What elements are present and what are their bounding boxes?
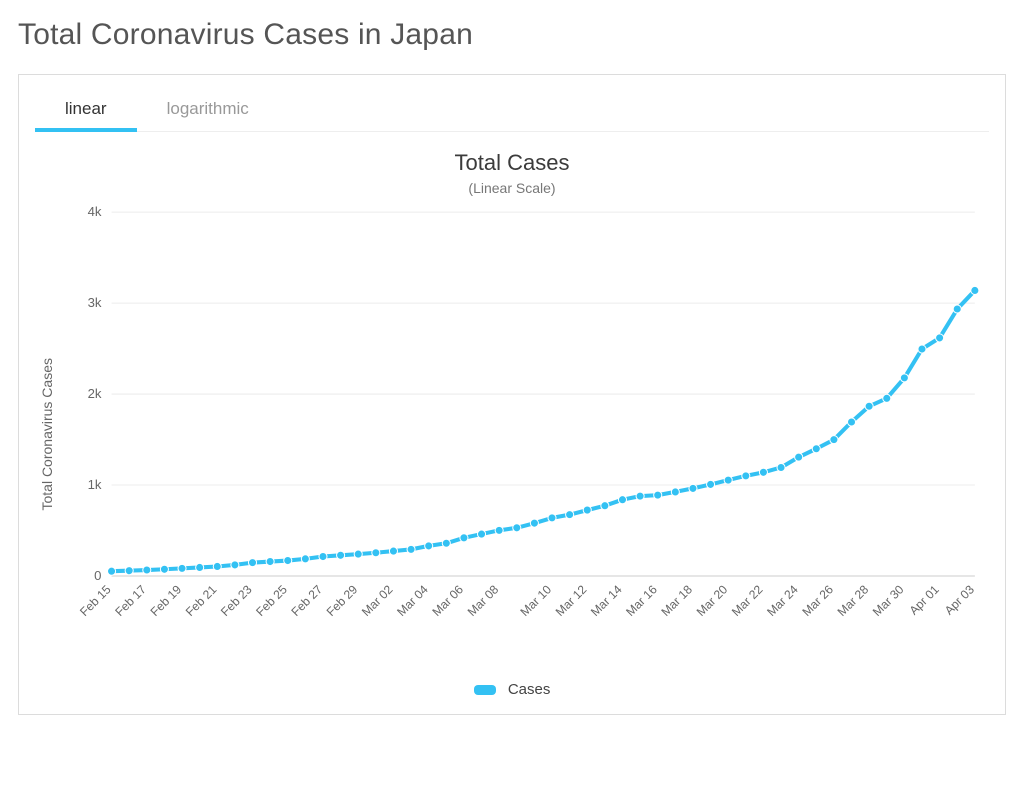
svg-text:Mar 30: Mar 30 — [870, 582, 907, 619]
svg-text:0: 0 — [94, 568, 101, 583]
svg-text:Mar 10: Mar 10 — [518, 582, 555, 619]
chart-area: Total Coronavirus Cases 01k2k3k4kFeb 15F… — [35, 202, 989, 667]
tab-linear[interactable]: linear — [35, 85, 137, 131]
chart-title: Total Cases — [35, 150, 989, 176]
svg-text:Feb 19: Feb 19 — [148, 582, 185, 619]
page-title: Total Coronavirus Cases in Japan — [18, 18, 1006, 52]
svg-text:Mar 26: Mar 26 — [799, 582, 836, 619]
svg-text:Feb 29: Feb 29 — [324, 582, 361, 619]
svg-text:Feb 27: Feb 27 — [289, 582, 326, 619]
svg-text:Mar 14: Mar 14 — [588, 582, 625, 619]
svg-text:Feb 23: Feb 23 — [218, 582, 255, 619]
svg-text:Apr 03: Apr 03 — [942, 582, 977, 617]
svg-text:Feb 15: Feb 15 — [77, 582, 114, 619]
legend: Cases — [35, 667, 989, 698]
tab-logarithmic[interactable]: logarithmic — [137, 85, 279, 131]
svg-text:Mar 12: Mar 12 — [553, 582, 590, 619]
line-chart[interactable]: 01k2k3k4kFeb 15Feb 17Feb 19Feb 21Feb 23F… — [59, 202, 989, 667]
legend-label: Cases — [508, 681, 551, 698]
svg-text:Mar 02: Mar 02 — [359, 582, 396, 619]
svg-text:Mar 04: Mar 04 — [394, 582, 431, 619]
svg-text:Mar 20: Mar 20 — [694, 582, 731, 619]
y-axis-title: Total Coronavirus Cases — [35, 358, 59, 511]
tab-linear-label: linear — [65, 99, 107, 118]
svg-text:Mar 08: Mar 08 — [465, 582, 502, 619]
svg-text:2k: 2k — [88, 386, 102, 401]
svg-text:Mar 18: Mar 18 — [658, 582, 695, 619]
plot-wrap: 01k2k3k4kFeb 15Feb 17Feb 19Feb 21Feb 23F… — [59, 202, 989, 667]
svg-text:Mar 06: Mar 06 — [429, 582, 466, 619]
svg-text:Mar 28: Mar 28 — [835, 582, 872, 619]
chart-card: linear logarithmic Total Cases (Linear S… — [18, 74, 1006, 715]
svg-text:3k: 3k — [88, 295, 102, 310]
svg-text:1k: 1k — [88, 477, 102, 492]
scale-tabs: linear logarithmic — [35, 85, 989, 132]
svg-text:Mar 16: Mar 16 — [623, 582, 660, 619]
svg-text:Feb 21: Feb 21 — [183, 582, 220, 619]
tab-logarithmic-label: logarithmic — [167, 99, 249, 118]
svg-text:Feb 25: Feb 25 — [253, 582, 290, 619]
svg-text:Apr 01: Apr 01 — [907, 582, 942, 617]
svg-text:Mar 24: Mar 24 — [764, 582, 801, 619]
chart-subtitle: (Linear Scale) — [35, 180, 989, 196]
chart-titles: Total Cases (Linear Scale) — [35, 150, 989, 196]
svg-text:Feb 17: Feb 17 — [112, 582, 149, 619]
svg-text:Mar 22: Mar 22 — [729, 582, 766, 619]
svg-text:4k: 4k — [88, 204, 102, 219]
legend-swatch — [474, 685, 496, 695]
